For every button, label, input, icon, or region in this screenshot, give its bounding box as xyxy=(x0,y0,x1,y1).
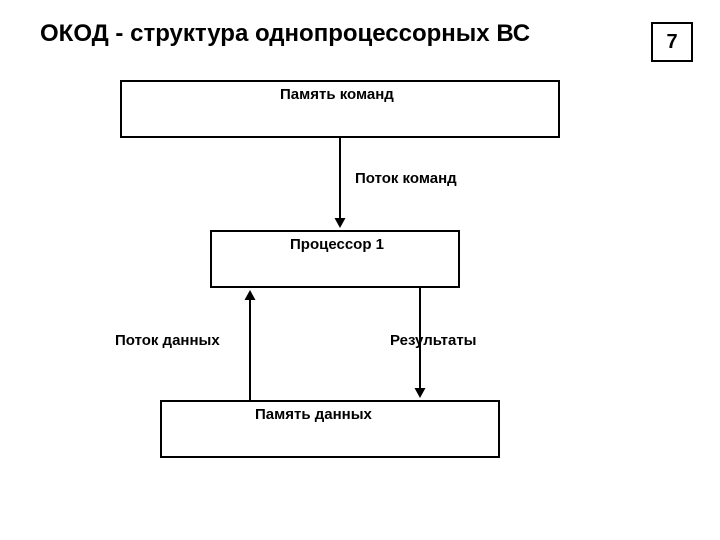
command-memory-label: Память команд xyxy=(280,86,394,103)
page-number-text: 7 xyxy=(666,31,677,54)
processor-label: Процессор 1 xyxy=(290,236,384,253)
data-memory-label: Память данных xyxy=(255,406,372,423)
slide-title: ОКОД - структура однопроцессорных ВС xyxy=(40,20,530,48)
results-label: Результаты xyxy=(390,332,476,349)
command-stream-label: Поток команд xyxy=(355,170,457,187)
data-stream-label: Поток данных xyxy=(115,332,220,349)
page-number-badge: 7 xyxy=(651,22,693,62)
